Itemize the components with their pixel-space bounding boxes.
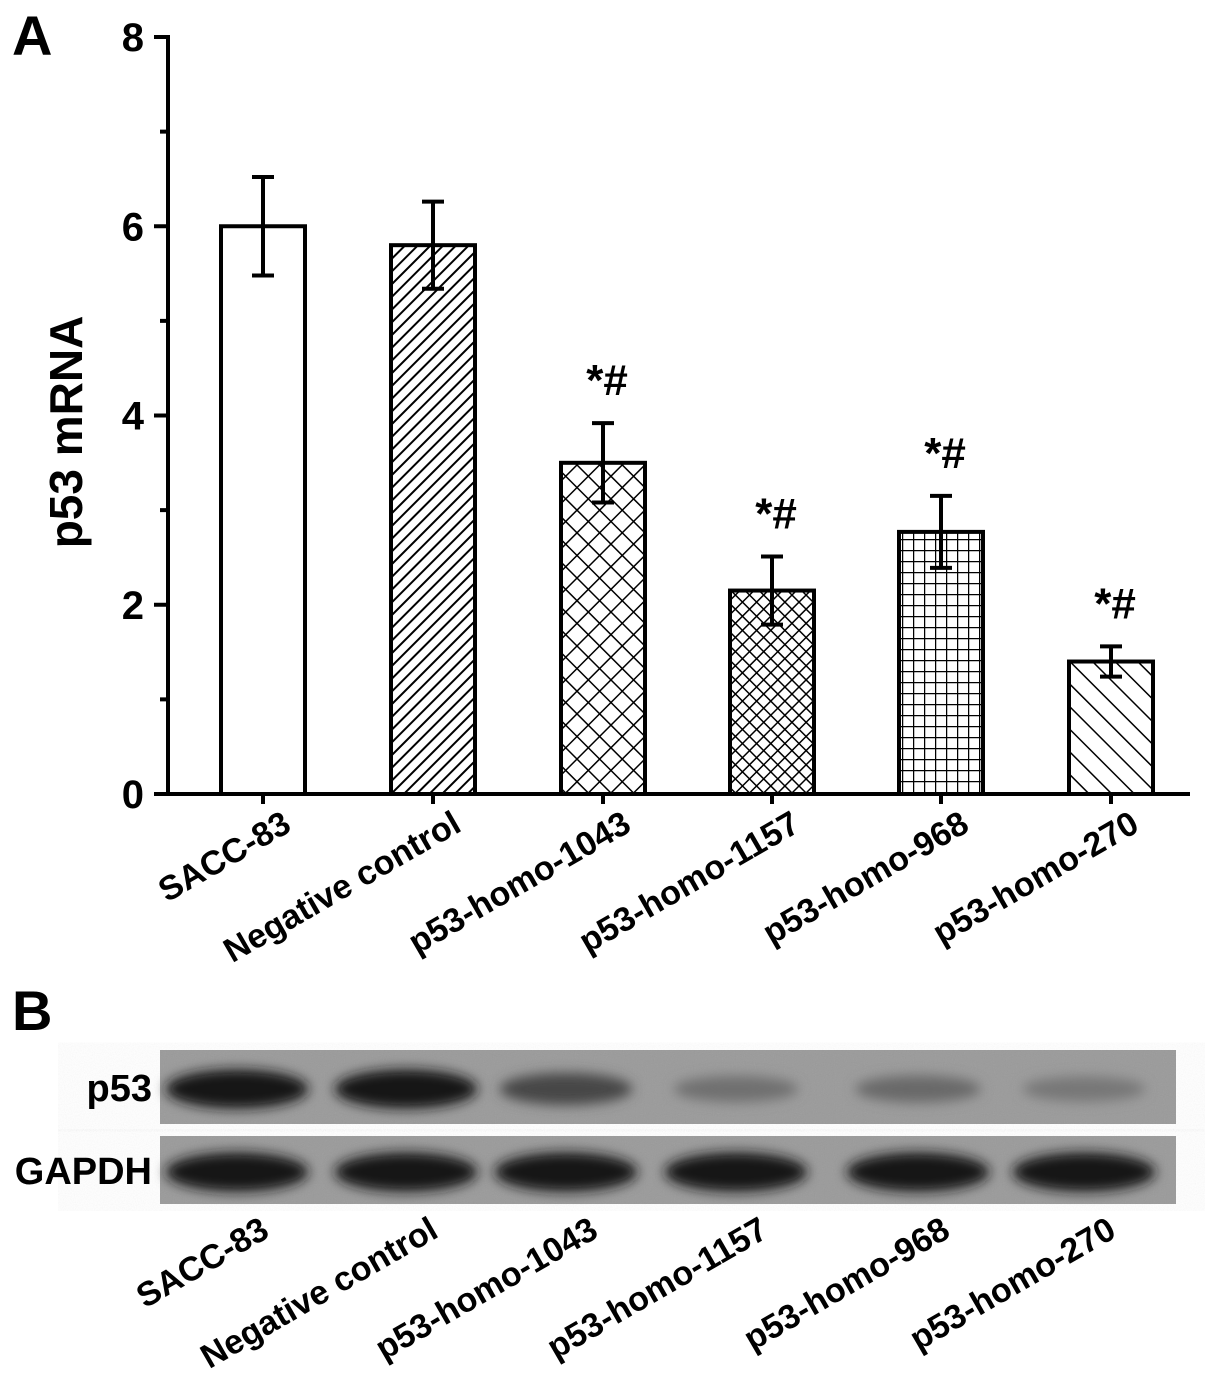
y-axis-label: p53 mRNA <box>40 316 92 549</box>
bar-p53-homo-968 <box>897 529 985 796</box>
bars-group <box>219 224 1155 797</box>
blot-band <box>165 1069 309 1109</box>
significance-annotation: *# <box>755 489 797 538</box>
y-tick-label: 8 <box>122 16 144 60</box>
bar-p53-homo-270 <box>1067 659 1155 797</box>
significance-annotation: *# <box>586 356 628 405</box>
significance-annotation: *# <box>924 429 966 478</box>
bar-negative-control <box>389 243 477 797</box>
blot-lane-label: SACC-83 <box>130 1210 275 1316</box>
panel-b-label: B <box>12 979 52 1042</box>
blot-band <box>499 1073 633 1105</box>
x-tick-label: SACC-83 <box>152 804 297 910</box>
bar-p53-homo-1043 <box>559 460 647 796</box>
blot-band <box>1012 1152 1156 1192</box>
blot-band <box>334 1069 478 1109</box>
y-ticks-group: 0 2 4 6 8 <box>122 16 168 817</box>
blot-band <box>855 1075 981 1103</box>
error-bars-group <box>252 175 1122 679</box>
y-tick-label: 4 <box>122 395 145 439</box>
significance-annotation: *# <box>1094 579 1136 628</box>
blot-strip-texture <box>160 1050 1176 1124</box>
panel-a-label: A <box>12 4 52 67</box>
y-tick-label: 6 <box>122 205 144 249</box>
blot-band <box>664 1152 808 1192</box>
blot-row-label: p53 <box>87 1068 152 1110</box>
blot-band <box>1022 1076 1146 1102</box>
blot-band <box>494 1152 638 1192</box>
blot-row-label: GAPDH <box>15 1151 152 1193</box>
bar-sacc-83 <box>219 224 307 796</box>
blot-band <box>846 1152 990 1192</box>
y-tick-label: 2 <box>122 584 144 628</box>
blot-band <box>334 1152 478 1192</box>
annotations-group: *# *# *# *# <box>586 356 1136 628</box>
blot-band <box>673 1076 799 1102</box>
y-tick-label: 0 <box>122 773 144 817</box>
blot-band <box>165 1152 309 1192</box>
